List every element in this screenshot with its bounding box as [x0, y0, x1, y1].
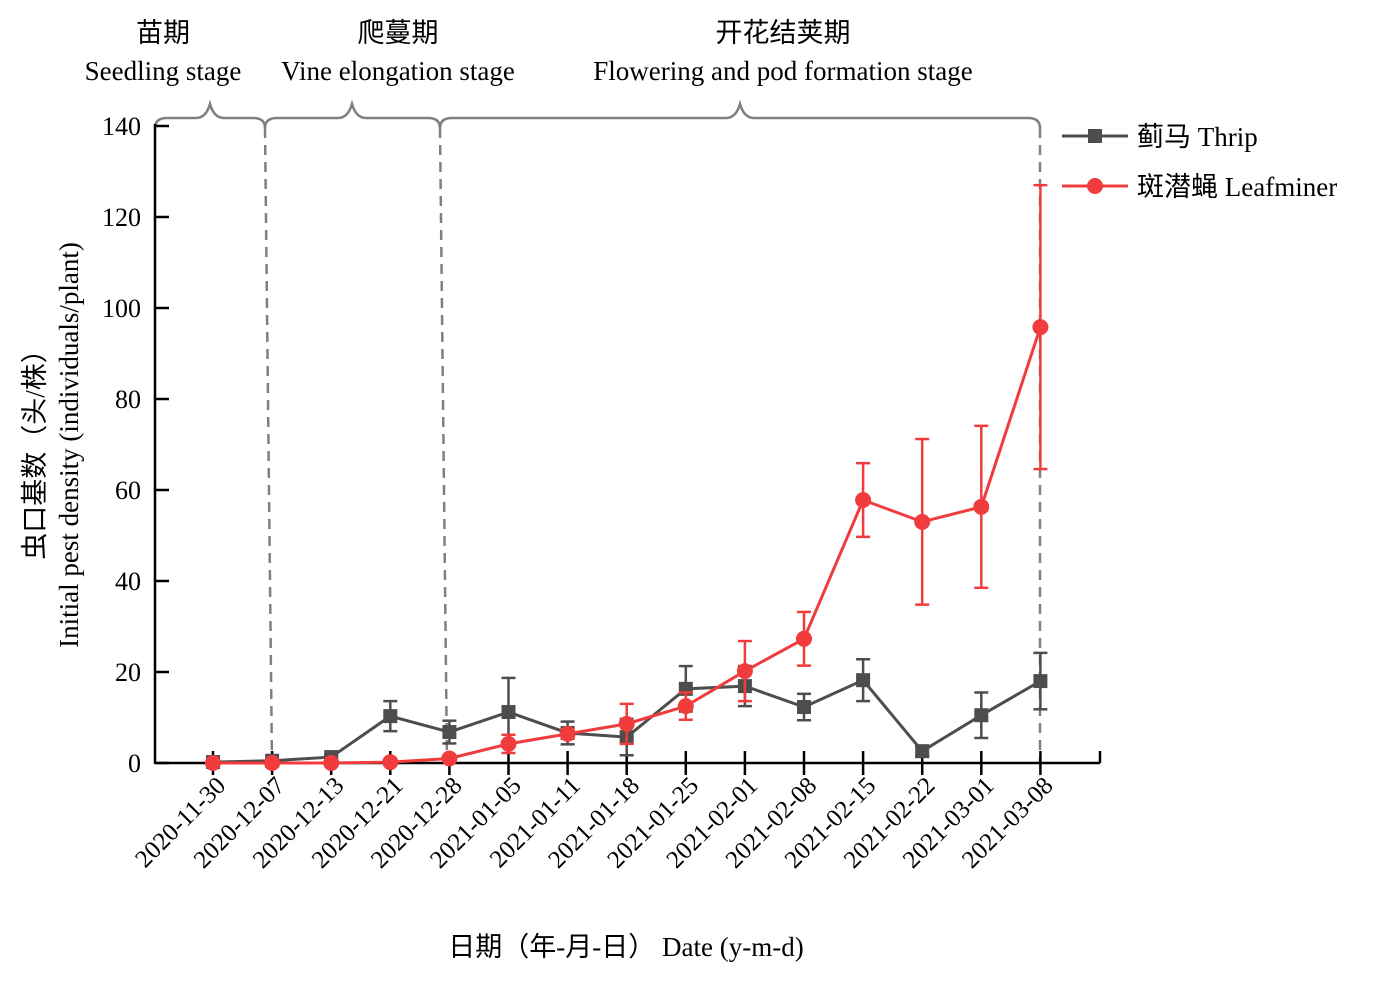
data-point	[501, 705, 516, 720]
data-point	[441, 750, 458, 767]
y-tick-label: 140	[102, 112, 141, 141]
data-point	[559, 725, 576, 742]
data-point	[915, 744, 930, 759]
stage-brace	[263, 99, 442, 129]
data-point	[797, 700, 811, 715]
legend-label-leafminer: 斑潜蝇 Leafminer	[1137, 172, 1337, 202]
legend-label-thrip: 蓟马 Thrip	[1137, 122, 1258, 152]
data-point	[855, 492, 872, 509]
x-axis-label: 日期（年-月-日） Date (y-m-d)	[448, 932, 803, 962]
y-tick-label: 80	[115, 385, 141, 414]
stage-label-en: Flowering and pod formation stage	[593, 56, 972, 86]
data-point	[736, 663, 753, 680]
stage-label-cn: 开花结荚期	[716, 18, 851, 48]
stage-brace	[153, 99, 267, 129]
stage-label-cn: 爬蔓期	[358, 18, 439, 48]
data-point	[914, 513, 931, 530]
data-point	[205, 755, 221, 771]
stage-annotations: 苗期 Seedling stage 爬蔓期 Vine elongation st…	[85, 18, 973, 86]
stage-label-en: Seedling stage	[85, 56, 242, 86]
y-tick-label: 40	[115, 567, 141, 596]
data-point	[796, 630, 812, 647]
data-point	[383, 709, 398, 724]
stage-label-cn: 苗期	[136, 18, 190, 48]
stage-label-en: Vine elongation stage	[281, 56, 515, 86]
y-tick-label: 120	[102, 203, 141, 232]
series-line	[213, 326, 1042, 765]
data-point	[1033, 674, 1048, 689]
data-point	[1032, 319, 1049, 336]
stage-boundary-line	[263, 127, 274, 764]
legend-marker-leafminer	[1087, 178, 1103, 194]
series-thrip	[206, 651, 1048, 770]
data-point	[618, 715, 635, 732]
y-tick-label: 100	[102, 294, 141, 323]
legend-marker-thrip	[1088, 129, 1102, 143]
stage-braces	[153, 99, 1042, 764]
series-leafminer	[205, 183, 1049, 771]
data-point	[442, 725, 457, 740]
y-tick-label: 0	[128, 749, 141, 778]
data-point	[264, 755, 281, 771]
y-axis-label-cn: 虫口基数（头/株）	[20, 336, 50, 560]
data-point	[382, 754, 399, 771]
data-point	[677, 698, 694, 715]
legend: 蓟马 Thrip 斑潜蝇 Leafminer	[1062, 122, 1337, 202]
data-point	[500, 735, 517, 752]
stage-boundary-line	[438, 127, 449, 764]
data-point	[856, 673, 871, 688]
y-tick-label: 60	[115, 476, 141, 505]
data-point	[973, 498, 990, 515]
y-axis-label-en: Initial pest density (individuals/plant)	[54, 242, 84, 648]
data-point	[323, 755, 340, 771]
stage-brace	[438, 99, 1042, 129]
y-tick-label: 20	[115, 658, 141, 687]
data-point	[974, 708, 989, 723]
